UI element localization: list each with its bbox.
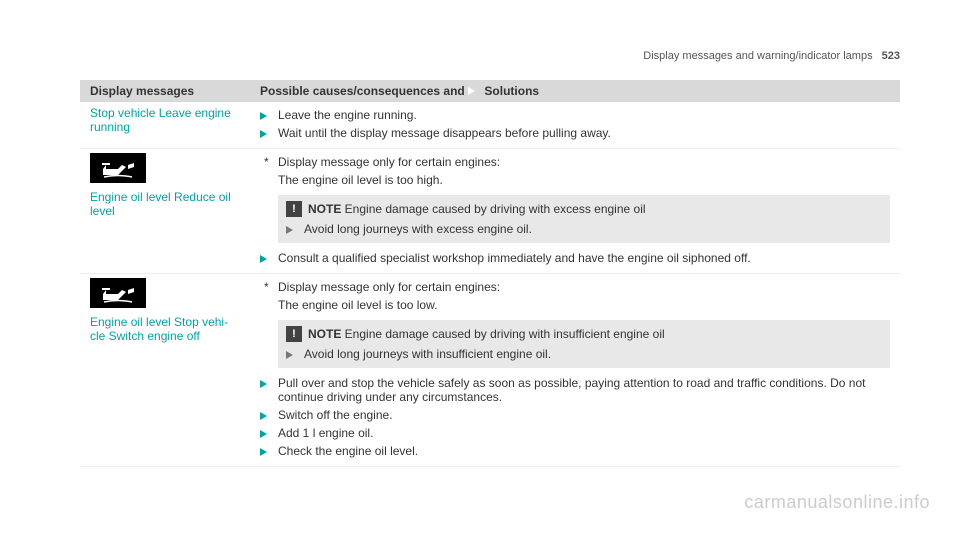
exclamation-icon: !	[286, 326, 302, 342]
table-row: Engine oil level Reduce oil level Displa…	[80, 149, 900, 274]
triangle-icon	[260, 130, 267, 138]
description: The engine oil level is too high.	[260, 171, 890, 189]
solution-cell: Display message only for certain engines…	[250, 149, 900, 274]
triangle-icon	[260, 448, 267, 456]
page-header: Display messages and warning/indicator l…	[80, 50, 900, 62]
oil-can-icon	[90, 278, 146, 308]
exclamation-icon: !	[286, 201, 302, 217]
display-message: Stop vehicle Leave engine running	[80, 102, 250, 149]
solution-cell: Display message only for certain engines…	[250, 274, 900, 467]
table-row: Engine oil level Stop vehi‐cle Switch en…	[80, 274, 900, 467]
asterisk-note: Display message only for certain engines…	[260, 153, 890, 171]
note-box: ! NOTE Engine damage caused by driving w…	[278, 320, 890, 368]
triangle-icon	[286, 226, 293, 234]
asterisk-note: Display message only for certain engines…	[260, 278, 890, 296]
oil-can-icon	[90, 153, 146, 183]
triangle-icon	[260, 255, 267, 263]
description: The engine oil level is too low.	[260, 296, 890, 314]
triangle-icon	[260, 380, 267, 388]
table-row: Stop vehicle Leave engine running Leave …	[80, 102, 900, 149]
watermark: carmanualsonline.info	[744, 492, 930, 513]
messages-table: Display messages Possible causes/consequ…	[80, 80, 900, 467]
triangle-icon	[260, 112, 267, 120]
triangle-icon	[260, 430, 267, 438]
display-message: Engine oil level Reduce oil level	[80, 149, 250, 274]
solution-cell: Leave the engine running. Wait until the…	[250, 102, 900, 149]
page-number: 523	[882, 50, 900, 62]
triangle-icon	[260, 412, 267, 420]
page-container: Display messages and warning/indicator l…	[0, 0, 960, 487]
note-box: ! NOTE Engine damage caused by driving w…	[278, 195, 890, 243]
col-header-left: Display messages	[80, 80, 250, 102]
display-message: Engine oil level Stop vehi‐cle Switch en…	[80, 274, 250, 467]
col-header-right: Possible causes/consequences and Solutio…	[250, 80, 900, 102]
triangle-icon	[468, 87, 475, 95]
triangle-icon	[286, 351, 293, 359]
section-title: Display messages and warning/indicator l…	[643, 50, 872, 62]
